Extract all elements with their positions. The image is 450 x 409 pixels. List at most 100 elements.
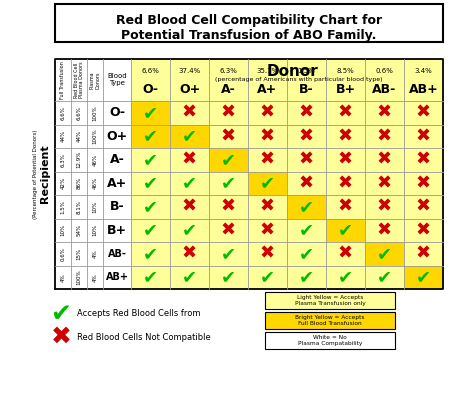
Bar bbox=[55, 124, 71, 148]
Bar bbox=[287, 218, 326, 242]
Text: ✖: ✖ bbox=[299, 104, 314, 122]
Text: Red Blood Cell Compatibility Chart for: Red Blood Cell Compatibility Chart for bbox=[116, 14, 382, 27]
Text: O+: O+ bbox=[179, 83, 200, 96]
Text: B-: B- bbox=[110, 200, 124, 213]
Text: ✔: ✔ bbox=[50, 302, 72, 326]
Bar bbox=[404, 218, 443, 242]
Text: ✔: ✔ bbox=[299, 268, 314, 286]
Text: 44%: 44% bbox=[76, 130, 81, 142]
Text: ✔: ✔ bbox=[221, 151, 236, 169]
Bar bbox=[287, 124, 326, 148]
Text: ✔: ✔ bbox=[221, 174, 236, 192]
Bar bbox=[170, 218, 209, 242]
Bar bbox=[326, 148, 365, 171]
Text: ✔: ✔ bbox=[143, 245, 158, 263]
Bar bbox=[326, 101, 365, 124]
Text: ✔: ✔ bbox=[377, 268, 392, 286]
Text: ✖: ✖ bbox=[260, 198, 275, 216]
Text: ✔: ✔ bbox=[299, 198, 314, 216]
Bar bbox=[55, 242, 71, 265]
Bar bbox=[103, 171, 131, 195]
Bar bbox=[209, 265, 248, 289]
Bar bbox=[55, 148, 71, 171]
Text: Accepts Red Blood Cells from: Accepts Red Blood Cells from bbox=[77, 310, 201, 319]
Text: White = No
Plasma Compatability: White = No Plasma Compatability bbox=[298, 335, 362, 346]
Text: ✔: ✔ bbox=[221, 245, 236, 263]
Text: 8.1%: 8.1% bbox=[76, 200, 81, 213]
Bar bbox=[71, 124, 87, 148]
Bar bbox=[87, 195, 103, 218]
Bar bbox=[170, 171, 209, 195]
Bar bbox=[87, 101, 103, 124]
Bar bbox=[404, 265, 443, 289]
Bar bbox=[131, 265, 170, 289]
Bar bbox=[248, 171, 287, 195]
Bar bbox=[365, 124, 404, 148]
Text: ✖: ✖ bbox=[221, 127, 236, 145]
Bar bbox=[170, 265, 209, 289]
Bar bbox=[287, 148, 326, 171]
Bar bbox=[103, 101, 131, 124]
Text: ✔: ✔ bbox=[182, 174, 197, 192]
Text: 100%: 100% bbox=[93, 128, 98, 144]
Text: ✖: ✖ bbox=[377, 151, 392, 169]
Bar bbox=[287, 101, 326, 124]
Text: 100%: 100% bbox=[93, 105, 98, 121]
Bar bbox=[71, 195, 87, 218]
Bar bbox=[55, 195, 71, 218]
Bar bbox=[209, 195, 248, 218]
Text: ✔: ✔ bbox=[143, 104, 158, 122]
Bar bbox=[131, 218, 170, 242]
Bar bbox=[87, 124, 103, 148]
Text: AB-: AB- bbox=[373, 83, 396, 96]
Text: ✖: ✖ bbox=[416, 221, 431, 239]
Bar bbox=[103, 218, 131, 242]
Bar bbox=[287, 195, 326, 218]
Text: 46%: 46% bbox=[93, 177, 98, 189]
Text: (percentage of Americans with particular blood type): (percentage of Americans with particular… bbox=[215, 77, 383, 82]
Bar bbox=[170, 242, 209, 265]
Text: 44%: 44% bbox=[60, 130, 66, 142]
Text: ✔: ✔ bbox=[182, 127, 197, 145]
Text: ✔: ✔ bbox=[260, 174, 275, 192]
Bar bbox=[55, 4, 443, 42]
Text: 86%: 86% bbox=[76, 177, 81, 189]
Text: O-: O- bbox=[143, 83, 158, 96]
Bar bbox=[55, 218, 71, 242]
Text: 15%: 15% bbox=[76, 248, 81, 260]
Text: ✖: ✖ bbox=[299, 151, 314, 169]
Text: 6.6%: 6.6% bbox=[76, 106, 81, 120]
Text: ✔: ✔ bbox=[143, 151, 158, 169]
Text: 6.3%: 6.3% bbox=[220, 68, 238, 74]
Bar bbox=[287, 242, 326, 265]
Text: Potential Transfusion of ABO Family.: Potential Transfusion of ABO Family. bbox=[122, 29, 377, 42]
Text: ✖: ✖ bbox=[182, 198, 197, 216]
Text: ✖: ✖ bbox=[377, 198, 392, 216]
Text: ✖: ✖ bbox=[299, 174, 314, 192]
Text: 6.3%: 6.3% bbox=[60, 153, 66, 167]
Text: ✔: ✔ bbox=[338, 268, 353, 286]
Bar bbox=[55, 101, 71, 124]
Bar bbox=[326, 195, 365, 218]
Text: ✖: ✖ bbox=[182, 151, 197, 169]
Bar bbox=[326, 124, 365, 148]
Text: 6.6%: 6.6% bbox=[60, 106, 66, 120]
Text: 4%: 4% bbox=[60, 273, 66, 281]
Text: (Percentage of Potential Donors): (Percentage of Potential Donors) bbox=[32, 129, 37, 219]
Bar bbox=[71, 171, 87, 195]
Bar bbox=[209, 124, 248, 148]
Bar bbox=[404, 195, 443, 218]
Text: ✖: ✖ bbox=[338, 174, 353, 192]
Bar bbox=[103, 265, 131, 289]
Text: ✔: ✔ bbox=[260, 268, 275, 286]
Bar bbox=[131, 195, 170, 218]
Bar bbox=[87, 242, 103, 265]
Bar bbox=[71, 148, 87, 171]
Text: AB+: AB+ bbox=[409, 83, 438, 96]
Bar bbox=[87, 148, 103, 171]
Text: ✔: ✔ bbox=[143, 174, 158, 192]
Bar bbox=[87, 265, 103, 289]
Text: 10%: 10% bbox=[93, 201, 98, 213]
Bar bbox=[248, 101, 287, 124]
Text: 3.4%: 3.4% bbox=[414, 68, 432, 74]
